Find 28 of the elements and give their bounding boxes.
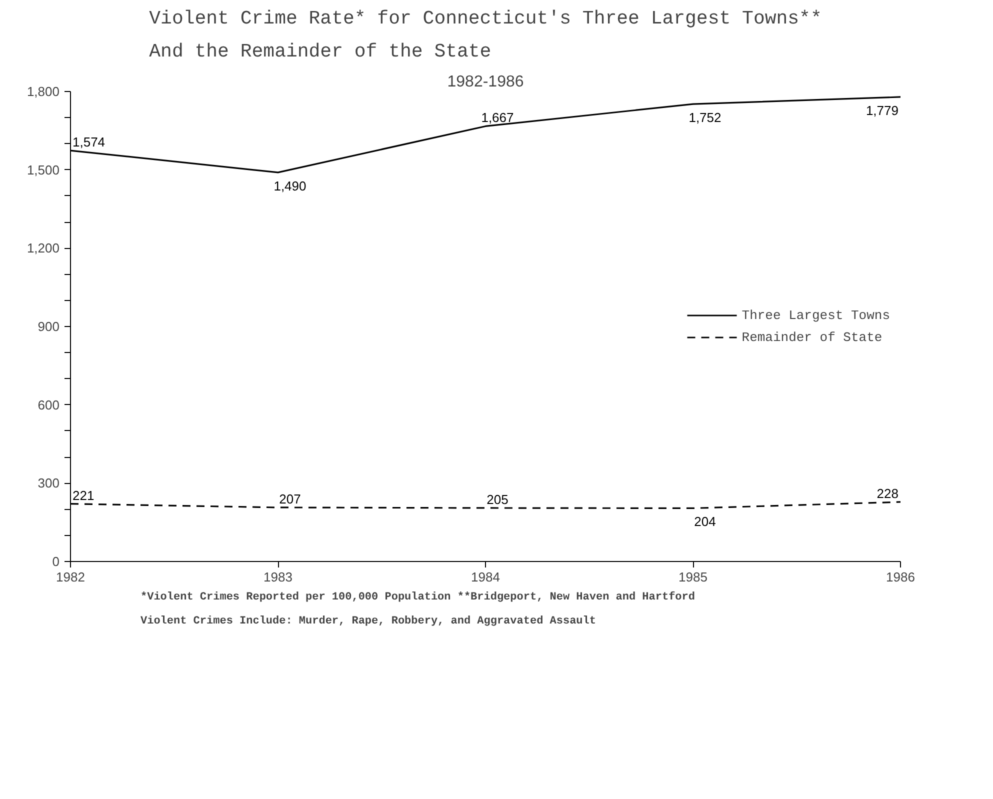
data-label: 1,490 bbox=[274, 178, 306, 194]
data-label: 1,667 bbox=[481, 110, 514, 126]
y-tick-label: 1,200 bbox=[26, 240, 60, 256]
data-label: 228 bbox=[876, 486, 899, 501]
data-label: 1,574 bbox=[72, 134, 106, 150]
data-label: 221 bbox=[72, 488, 94, 503]
legend-label: Three Largest Towns bbox=[742, 308, 890, 322]
y-tick-label: 900 bbox=[38, 319, 60, 334]
x-tick-label: 1983 bbox=[264, 570, 292, 584]
y-tick-label: 300 bbox=[38, 476, 60, 491]
x-tick-label: 1984 bbox=[471, 570, 500, 584]
y-tick-label: 0 bbox=[52, 554, 60, 569]
chart-subtitle: 1982-1986 bbox=[447, 74, 524, 90]
y-tick-label: 600 bbox=[38, 397, 60, 412]
data-label: 1,779 bbox=[866, 102, 899, 118]
chart-title: Violent Crime Rate* for Connecticut's Three Largest Towns** And the Remainder of the State bbox=[149, 8, 822, 62]
y-tick-label: 1,800 bbox=[26, 84, 60, 99]
legend-label: Remainder of State bbox=[742, 330, 882, 344]
data-label: 205 bbox=[486, 492, 508, 507]
text: *Violent Crimes Reported per 100,000 Population **Bridgeport, New Haven and Hartford bbox=[140, 590, 695, 604]
data-label: 204 bbox=[694, 514, 716, 530]
text: Violent Crimes Include: Murder, Rape, Robbery, and Aggravated Assault bbox=[140, 616, 596, 628]
x-tick-label: 1986 bbox=[886, 570, 915, 584]
data-label: 1,752 bbox=[688, 110, 722, 126]
x-tick-label: 1982 bbox=[56, 570, 85, 584]
data-label: 207 bbox=[279, 491, 301, 506]
y-tick-label: 1,500 bbox=[26, 162, 60, 178]
x-tick-label: 1985 bbox=[678, 570, 708, 584]
